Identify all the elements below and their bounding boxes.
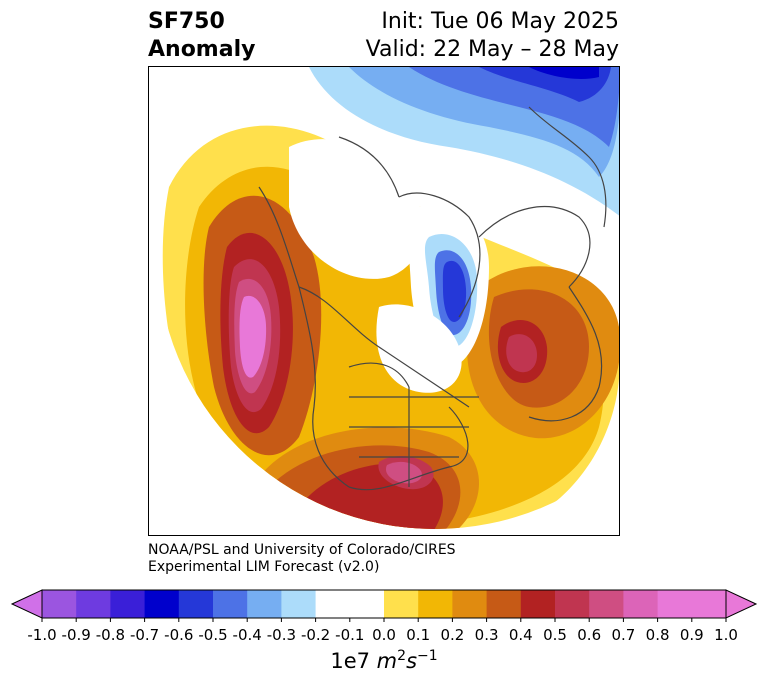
colorbar-segment: [486, 590, 522, 618]
colorbar-tick-label: -0.8: [95, 626, 126, 644]
colorbar-tick-label: 1.0: [714, 626, 738, 644]
colorbar-segment: [657, 590, 693, 618]
colorbar-segment: [247, 590, 282, 618]
colorbar-segment: [178, 590, 214, 618]
colorbar-tick-label: -0.1: [335, 626, 365, 644]
colorbar-segment: [281, 590, 317, 618]
coastlines: [258, 106, 607, 491]
negative-anomaly-field: [157, 67, 619, 393]
colorbar-segment: [555, 590, 590, 618]
colorbar-label: 1e7 m2s−1: [0, 648, 768, 673]
colorbar-segment: [144, 590, 180, 618]
colorbar-segment: [42, 590, 77, 618]
colorbar-segment: [452, 590, 488, 618]
colorbar-segment: [520, 590, 556, 618]
colorbar-tick-label: 0.6: [577, 626, 602, 644]
colorbar-segment: [110, 590, 146, 618]
colorbar-ticks: -1.0 -0.9 -0.8 -0.7 -0.6 -0.5 -0.4 -0.3 -0.2 -0.1…: [0, 626, 768, 646]
credit-text: NOAA/PSL and University of Colorado/CIRE…: [148, 542, 456, 576]
colorbar-tick-label: 0.4: [508, 626, 533, 644]
colorbar-unit-m-exp: 2: [397, 648, 407, 664]
colorbar-tick-label: 0.1: [406, 626, 431, 644]
colorbar-unit-m: m: [376, 649, 398, 673]
positive-anomaly-atlantic: [467, 266, 619, 439]
credit-line-2: Experimental LIM Forecast (v2.0): [148, 559, 380, 575]
colorbar-tick-label: -0.3: [266, 626, 297, 644]
colorbar-tick-label: 0.9: [679, 626, 704, 644]
title-field: SF750: [148, 9, 225, 34]
colorbar-tick-label: 0.7: [611, 626, 636, 644]
colorbar-segment: [76, 590, 111, 618]
init-date: Init: Tue 06 May 2025: [381, 9, 619, 34]
colorbar-segment: [691, 590, 727, 618]
colorbar-tick-label: 0.0: [372, 626, 396, 644]
colorbar-tick-label: -1.0: [27, 626, 57, 644]
title-left: SF750 Anomaly: [148, 8, 255, 64]
colorbar-segment: [384, 590, 419, 618]
map-panel: [148, 66, 620, 536]
colorbar-under-arrow: [10, 589, 43, 619]
colorbar: [0, 586, 768, 626]
valid-range: Valid: 22 May – 28 May: [365, 37, 619, 62]
anomaly-map: [157, 67, 619, 529]
colorbar-segment: [418, 590, 453, 618]
colorbar-segment: [589, 590, 624, 618]
colorbar-tick-label: -0.7: [129, 626, 160, 644]
title-type: Anomaly: [148, 37, 256, 62]
colorbar-label-prefix: 1e7: [330, 649, 377, 673]
colorbar-segment: [349, 590, 385, 618]
colorbar-tick-label: -0.5: [198, 626, 228, 644]
colorbar-tick-label: 0.2: [440, 626, 465, 644]
colorbar-tick-label: -0.4: [232, 626, 262, 644]
credit-line-1: NOAA/PSL and University of Colorado/CIRE…: [148, 542, 456, 558]
colorbar-segment: [623, 590, 659, 618]
title-right: Init: Tue 06 May 2025 Valid: 22 May – 28…: [366, 8, 619, 64]
colorbar-graphic: [10, 589, 758, 622]
colorbar-tick-label: 0.3: [474, 626, 499, 644]
colorbar-tick-label: 0.8: [645, 626, 670, 644]
colorbar-tick-label: -0.2: [300, 626, 331, 644]
colorbar-over-arrow: [725, 589, 758, 619]
colorbar-unit-s: s: [406, 649, 418, 673]
colorbar-tick-label: -0.6: [164, 626, 194, 644]
colorbar-segment: [315, 590, 351, 618]
colorbar-tick-label: -0.9: [61, 626, 91, 644]
colorbar-unit-s-exp: −1: [417, 648, 438, 664]
colorbar-segment: [213, 590, 248, 618]
colorbar-tick-label: 0.5: [543, 626, 567, 644]
